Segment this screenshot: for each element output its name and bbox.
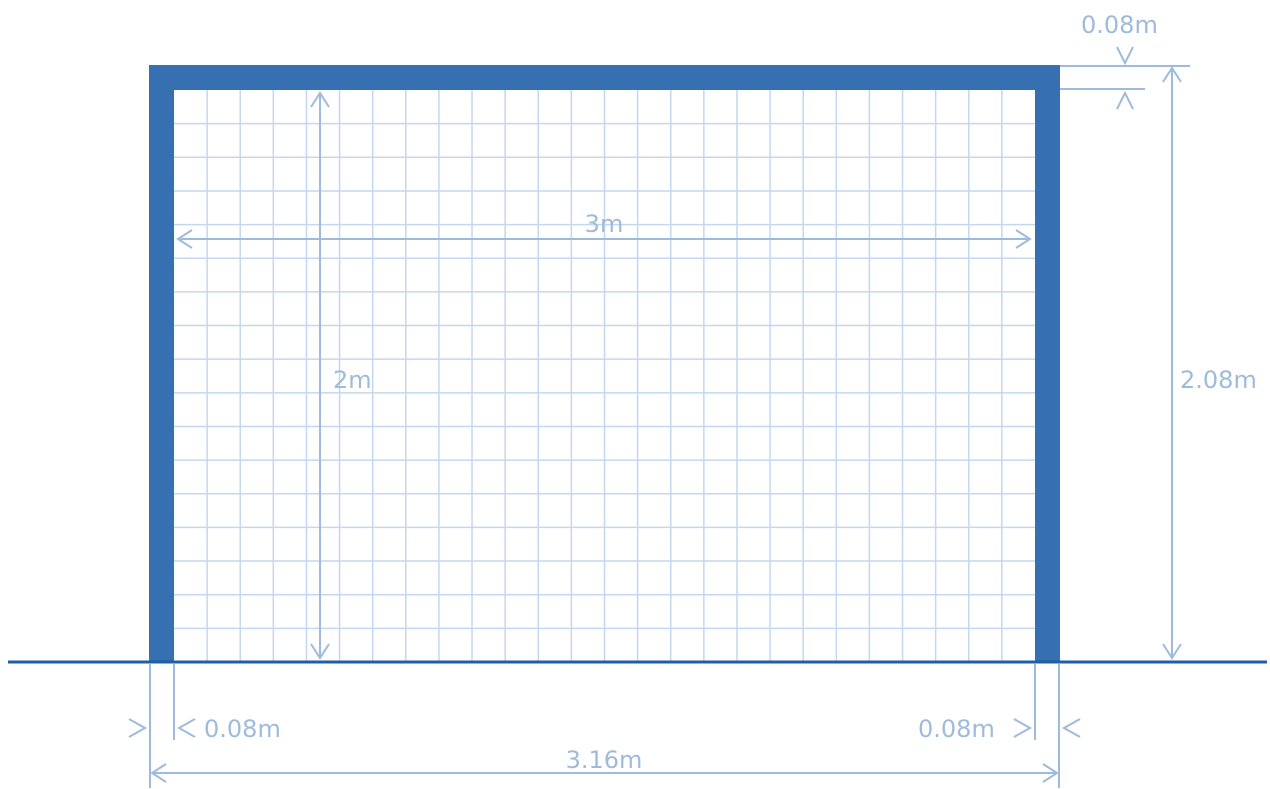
outer-width-label: 3.16m (566, 746, 643, 774)
goal-frame (149, 65, 1060, 663)
inner-height-dimension: 2m (310, 91, 372, 660)
left-post-thickness-label: 0.08m (204, 715, 281, 743)
outer-height-dimension: 2.08m (1060, 65, 1257, 660)
left-post-thickness-dimension: 0.08m (128, 715, 281, 743)
goal-net (174, 90, 1035, 662)
inner-height-label: 2m (333, 366, 372, 394)
right-post-thickness-label: 0.08m (918, 715, 995, 743)
post-extension-lines (149, 664, 1060, 788)
inner-width-label: 3m (585, 210, 624, 238)
left-post (149, 65, 174, 663)
crossbar (149, 65, 1060, 90)
outer-width-dimension: 3.16m (150, 746, 1059, 783)
outer-height-label: 2.08m (1180, 366, 1257, 394)
crossbar-thickness-dimension: 0.08m (1081, 11, 1158, 110)
right-post-thickness-dimension: 0.08m (918, 715, 1081, 743)
right-post (1035, 65, 1060, 663)
crossbar-thickness-label: 0.08m (1081, 11, 1158, 39)
